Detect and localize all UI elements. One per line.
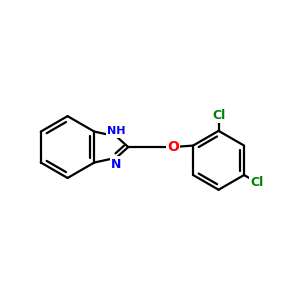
Text: N: N: [111, 158, 122, 171]
Text: Cl: Cl: [212, 109, 225, 122]
Text: O: O: [167, 140, 179, 154]
Text: Cl: Cl: [251, 176, 264, 189]
Text: NH: NH: [107, 126, 126, 136]
